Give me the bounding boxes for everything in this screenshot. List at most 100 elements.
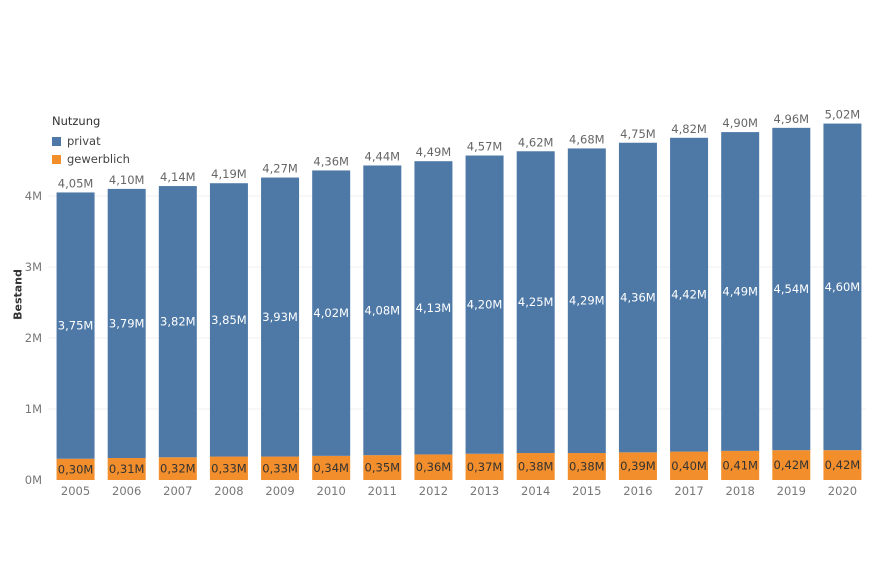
x-tick-label: 2005	[61, 484, 90, 498]
data-label-total: 4,57M	[467, 140, 503, 154]
data-label-gewerblich: 0,33M	[211, 461, 247, 475]
bar-gewerblich[interactable]	[414, 454, 453, 480]
data-label-privat: 3,79M	[109, 316, 145, 330]
data-label-total: 4,27M	[262, 162, 298, 176]
x-tick-label: 2016	[623, 484, 652, 498]
bar-privat[interactable]	[567, 148, 606, 454]
bar-gewerblich[interactable]	[312, 455, 351, 480]
bar-privat[interactable]	[465, 155, 504, 454]
data-label-gewerblich: 0,41M	[722, 458, 758, 472]
bar-privat[interactable]	[209, 183, 248, 457]
y-tick-label: 3M	[25, 260, 42, 274]
bar-privat[interactable]	[414, 161, 453, 455]
data-label-privat: 3,93M	[262, 310, 298, 324]
data-label-total: 4,82M	[671, 122, 707, 136]
bar-gewerblich[interactable]	[158, 457, 197, 480]
y-tick-label: 4M	[25, 189, 42, 203]
bar-privat[interactable]	[721, 132, 760, 451]
bar-gewerblich[interactable]	[567, 453, 606, 480]
x-tick-label: 2007	[163, 484, 192, 498]
legend: Nutzung privat gewerblich	[52, 114, 130, 168]
bar-gewerblich[interactable]	[516, 453, 555, 480]
bar-gewerblich[interactable]	[209, 456, 248, 480]
bar-privat[interactable]	[56, 192, 95, 459]
bar-privat[interactable]	[261, 177, 300, 457]
bar-gewerblich[interactable]	[107, 457, 146, 480]
bar-privat[interactable]	[363, 165, 402, 456]
data-label-gewerblich: 0,30M	[58, 462, 94, 476]
bars: 0,30M 3,75M 4,05M 0,31M 3,79M 4,10M 0,32M 3,82M…	[56, 108, 862, 480]
x-tick-label: 2015	[572, 484, 601, 498]
bar-gewerblich[interactable]	[465, 453, 504, 480]
data-label-privat: 4,60M	[825, 280, 861, 294]
data-label-gewerblich: 0,40M	[671, 459, 707, 473]
x-tick-label: 2010	[317, 484, 346, 498]
data-label-privat: 3,85M	[211, 313, 247, 327]
data-label-total: 4,44M	[365, 149, 401, 163]
x-tick-label: 2011	[368, 484, 397, 498]
data-label-total: 4,90M	[722, 116, 758, 130]
bar-gewerblich[interactable]	[721, 450, 760, 480]
data-label-privat: 4,02M	[313, 306, 349, 320]
bar-gewerblich[interactable]	[618, 452, 657, 480]
data-label-total: 4,49M	[416, 145, 452, 159]
data-label-gewerblich: 0,38M	[569, 460, 605, 474]
bar-gewerblich[interactable]	[823, 450, 862, 480]
y-tick-label: 2M	[25, 331, 42, 345]
y-tick-label: 1M	[25, 402, 42, 416]
bar-privat[interactable]	[107, 188, 146, 458]
bar-privat[interactable]	[158, 186, 197, 458]
bar-privat[interactable]	[823, 123, 862, 451]
bar-gewerblich[interactable]	[670, 451, 709, 480]
x-tick-label: 2014	[521, 484, 550, 498]
bar-privat[interactable]	[772, 127, 811, 451]
data-label-gewerblich: 0,31M	[109, 462, 145, 476]
data-label-gewerblich: 0,37M	[467, 460, 503, 474]
data-label-privat: 4,49M	[722, 284, 758, 298]
y-axis-title-text: Bestand	[11, 269, 25, 320]
y-tick-label: 0M	[25, 473, 42, 487]
bar-privat[interactable]	[516, 151, 555, 454]
data-label-total: 4,14M	[160, 170, 196, 184]
data-label-total: 4,96M	[774, 112, 810, 126]
legend-item-gewerblich[interactable]: gewerblich	[52, 150, 130, 168]
data-label-privat: 4,08M	[365, 303, 401, 317]
data-label-gewerblich: 0,39M	[620, 459, 656, 473]
data-label-privat: 3,75M	[58, 319, 94, 333]
legend-label-gewerblich: gewerblich	[67, 152, 130, 166]
bar-privat[interactable]	[618, 142, 657, 453]
data-label-total: 4,19M	[211, 167, 247, 181]
data-label-gewerblich: 0,38M	[518, 460, 554, 474]
data-label-total: 4,62M	[518, 135, 554, 149]
bar-privat[interactable]	[670, 137, 709, 452]
data-label-gewerblich: 0,35M	[365, 461, 401, 475]
x-tick-label: 2013	[470, 484, 499, 498]
data-label-privat: 4,42M	[671, 288, 707, 302]
x-tick-label: 2020	[828, 484, 857, 498]
data-label-privat: 4,13M	[416, 301, 452, 315]
bar-gewerblich[interactable]	[261, 456, 300, 480]
bar-gewerblich[interactable]	[56, 458, 95, 480]
bar-gewerblich[interactable]	[363, 455, 402, 480]
data-label-total: 4,36M	[313, 154, 349, 168]
legend-label-privat: privat	[67, 134, 101, 148]
x-tick-label: 2019	[777, 484, 806, 498]
data-label-gewerblich: 0,34M	[313, 461, 349, 475]
data-label-privat: 4,20M	[467, 298, 503, 312]
legend-swatch-privat	[52, 136, 61, 146]
data-label-gewerblich: 0,36M	[416, 460, 452, 474]
x-tick-label: 2008	[214, 484, 243, 498]
legend-item-privat[interactable]: privat	[52, 132, 130, 150]
legend-title: Nutzung	[52, 114, 101, 128]
data-label-total: 4,10M	[109, 173, 145, 187]
legend-swatch-gewerblich	[52, 154, 61, 164]
data-label-total: 4,75M	[620, 127, 656, 141]
data-label-total: 4,05M	[58, 176, 94, 190]
data-label-gewerblich: 0,33M	[262, 461, 298, 475]
y-axis-title: Bestand	[8, 268, 25, 328]
x-tick-label: 2009	[265, 484, 294, 498]
data-label-privat: 4,29M	[569, 294, 605, 308]
bar-privat[interactable]	[312, 170, 351, 456]
bar-gewerblich[interactable]	[772, 450, 811, 480]
